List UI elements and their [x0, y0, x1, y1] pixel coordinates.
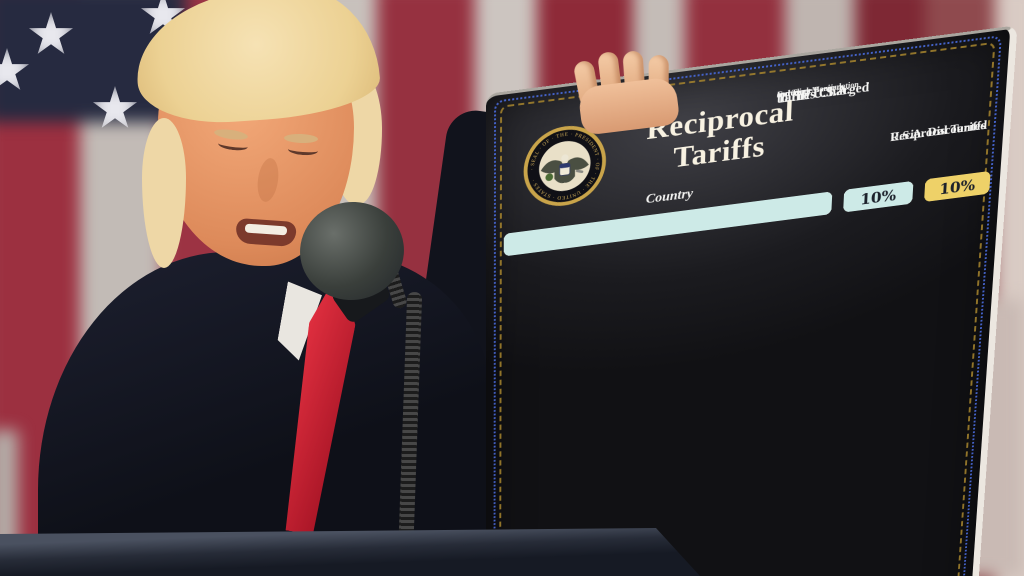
speaker-hand	[571, 44, 684, 138]
photo-stage: · SEAL · OF · THE · PRESIDENT · OF · THE…	[0, 0, 1024, 576]
tariff-board: · SEAL · OF · THE · PRESIDENT · OF · THE…	[486, 25, 1018, 576]
